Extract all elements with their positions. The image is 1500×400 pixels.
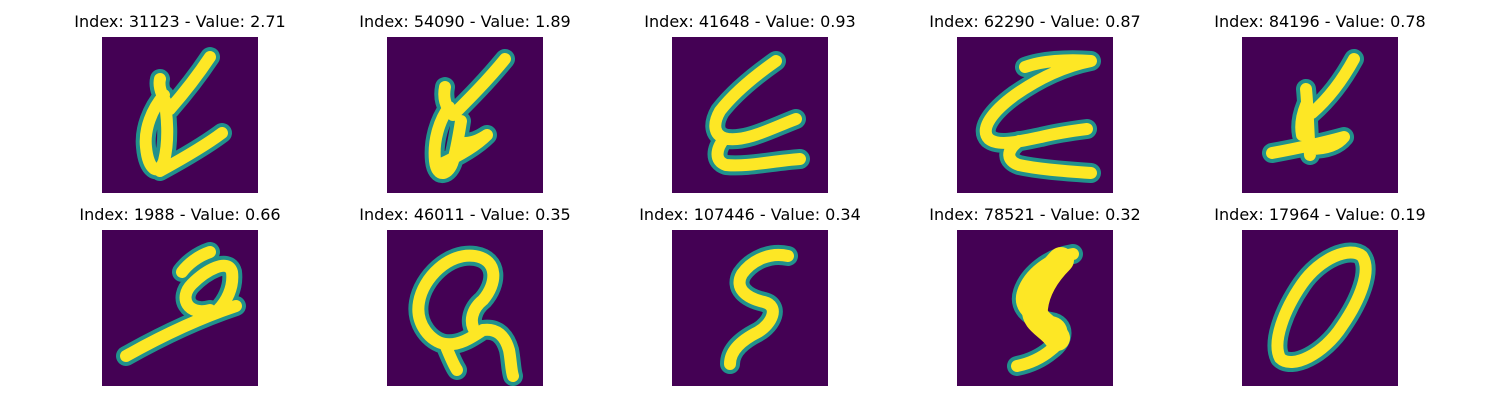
digit-stroke (1271, 246, 1372, 368)
panel-2: Index: 54090 - Value: 1.89 (315, 10, 615, 200)
panel-title: Index: 62290 - Value: 0.87 (929, 12, 1141, 31)
digit-image (672, 37, 828, 193)
panel-4: Index: 62290 - Value: 0.87 (885, 10, 1185, 200)
digit-stroke (724, 249, 794, 370)
panel-1: Index: 31123 - Value: 2.71 (30, 10, 330, 200)
digit-stroke (139, 51, 228, 177)
digit-glyph (408, 245, 523, 386)
digit-image (102, 37, 258, 193)
digit-stroke (120, 246, 242, 362)
panel-title: Index: 17964 - Value: 0.19 (1214, 205, 1426, 224)
panel-3: Index: 41648 - Value: 0.93 (600, 10, 900, 200)
digit-stroke (412, 249, 519, 382)
digit-image (1242, 230, 1398, 386)
digit-image (672, 230, 828, 386)
digit-image (1242, 37, 1398, 193)
digit-stroke (1266, 53, 1360, 161)
digit-glyph (424, 49, 515, 183)
panel-title: Index: 41648 - Value: 0.93 (644, 12, 856, 31)
digit-image (387, 37, 543, 193)
digit-glyph (1267, 242, 1376, 372)
panel-title: Index: 31123 - Value: 2.71 (74, 12, 286, 31)
digit-image (957, 37, 1113, 193)
panel-5: Index: 84196 - Value: 0.78 (1170, 10, 1470, 200)
panel-title: Index: 54090 - Value: 1.89 (359, 12, 571, 31)
digit-image (387, 230, 543, 386)
panel-9: Index: 78521 - Value: 0.32 (885, 203, 1185, 393)
panel-7: Index: 46011 - Value: 0.35 (315, 203, 615, 393)
digit-glyph (116, 242, 246, 366)
panel-6: Index: 1988 - Value: 0.66 (30, 203, 330, 393)
digit-stroke (709, 55, 806, 172)
panel-title: Index: 107446 - Value: 0.34 (639, 205, 861, 224)
digit-glyph (135, 47, 232, 181)
panel-title: Index: 1988 - Value: 0.66 (79, 205, 281, 224)
panel-10: Index: 17964 - Value: 0.19 (1170, 203, 1470, 393)
digit-glyph (1262, 49, 1364, 165)
digit-stroke (428, 53, 511, 179)
digit-fill (1021, 247, 1074, 351)
digit-stroke (979, 54, 1097, 179)
digit-glyph (975, 50, 1101, 183)
digit-image (957, 230, 1113, 386)
digit-image (102, 230, 258, 386)
panel-8: Index: 107446 - Value: 0.34 (600, 203, 900, 393)
digit-glyph (705, 51, 810, 176)
panel-title: Index: 78521 - Value: 0.32 (929, 205, 1141, 224)
panel-title: Index: 84196 - Value: 0.78 (1214, 12, 1426, 31)
digit-glyph (720, 245, 798, 374)
panel-title: Index: 46011 - Value: 0.35 (359, 205, 571, 224)
